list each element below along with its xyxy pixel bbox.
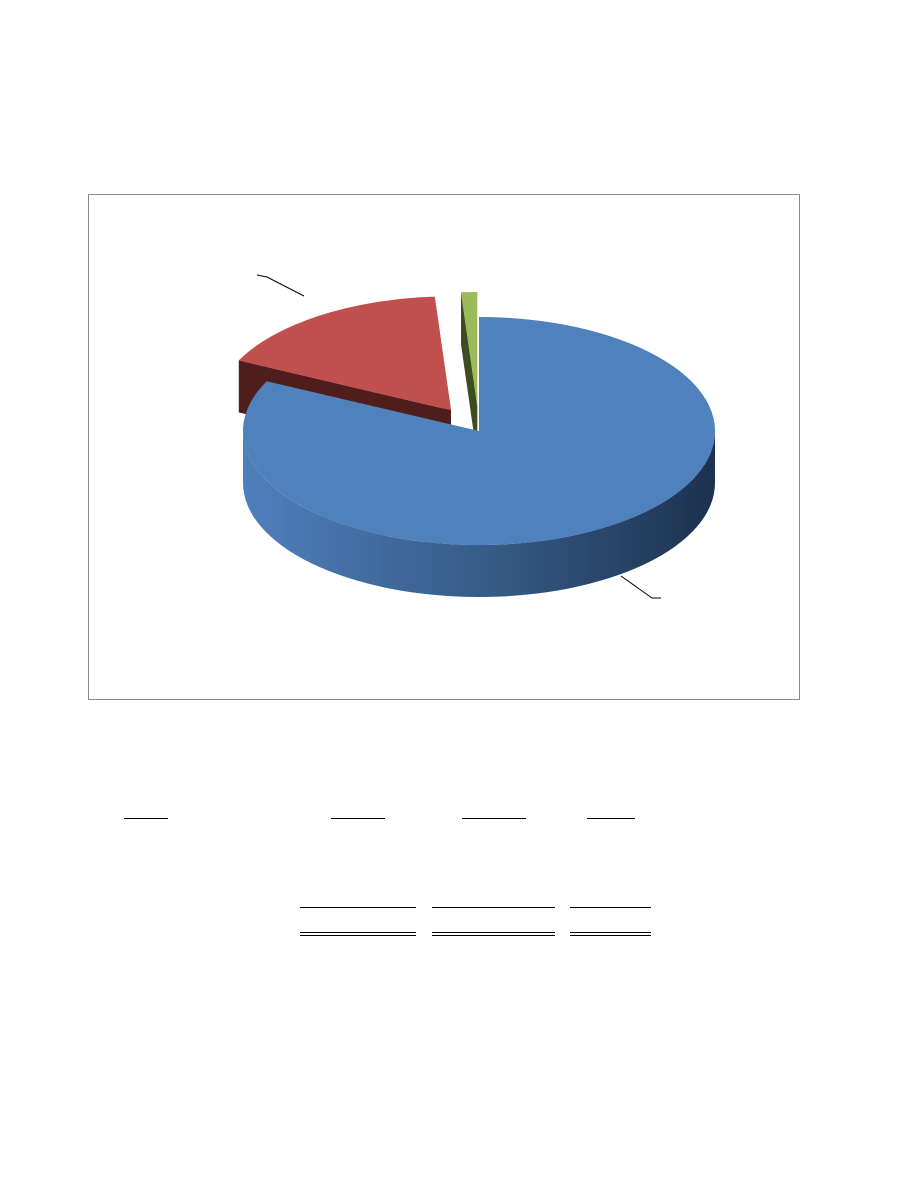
subtotal-rule-3	[570, 907, 651, 908]
pie-slice-blue-side	[243, 431, 715, 597]
pie-slice-blue-top	[242, 317, 715, 545]
pie-slice-green-cut-face	[461, 292, 478, 458]
total-double-rule-2	[432, 932, 555, 936]
leader-line-blue	[620, 575, 661, 599]
header-underline-4	[587, 818, 635, 819]
pie-slice-green	[461, 292, 478, 458]
leader-line-red	[256, 274, 305, 297]
chart-frame	[88, 194, 800, 700]
header-underline-1	[124, 818, 168, 819]
subtotal-rule-1	[300, 907, 416, 908]
header-underline-3	[462, 818, 526, 819]
pie-chart	[238, 274, 715, 599]
subtotal-rule-2	[432, 907, 555, 908]
total-double-rule-3	[570, 932, 651, 936]
header-underline-2	[331, 818, 385, 819]
total-double-rule-1	[300, 932, 416, 936]
pie-slice-green-top	[461, 292, 478, 406]
pie-slice-blue	[242, 317, 715, 597]
pie-slice-red-top	[238, 296, 451, 411]
